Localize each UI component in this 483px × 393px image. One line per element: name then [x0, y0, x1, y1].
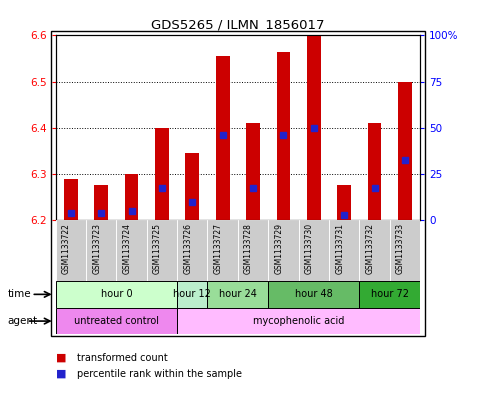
Bar [359, 281, 420, 308]
Bar [56, 220, 86, 281]
Bar [56, 281, 177, 308]
Bar [155, 128, 169, 220]
Text: GSM1133723: GSM1133723 [92, 223, 101, 274]
Text: hour 72: hour 72 [371, 289, 409, 299]
Text: hour 12: hour 12 [173, 289, 211, 299]
Text: GSM1133732: GSM1133732 [366, 223, 375, 274]
Bar [147, 220, 177, 281]
Text: GSM1133728: GSM1133728 [244, 223, 253, 274]
Text: GSM1133724: GSM1133724 [123, 223, 131, 274]
Text: percentile rank within the sample: percentile rank within the sample [77, 369, 242, 379]
Text: GSM1133730: GSM1133730 [305, 223, 314, 274]
Text: GSM1133722: GSM1133722 [62, 223, 71, 274]
Bar [94, 185, 108, 220]
Bar [298, 220, 329, 281]
Bar [116, 220, 147, 281]
Text: ■: ■ [56, 369, 70, 379]
Bar [216, 56, 229, 220]
Bar [359, 220, 390, 281]
Bar [329, 220, 359, 281]
Bar [177, 220, 208, 281]
Bar [268, 220, 298, 281]
Bar [208, 281, 268, 308]
Bar [56, 308, 177, 334]
Text: GSM1133725: GSM1133725 [153, 223, 162, 274]
Bar [398, 81, 412, 220]
Bar [177, 308, 420, 334]
Text: untreated control: untreated control [74, 316, 159, 326]
Bar [125, 174, 138, 220]
Bar [208, 220, 238, 281]
Bar [307, 35, 321, 220]
Text: GSM1133727: GSM1133727 [213, 223, 223, 274]
Text: hour 48: hour 48 [295, 289, 333, 299]
Text: hour 24: hour 24 [219, 289, 257, 299]
Text: GSM1133726: GSM1133726 [183, 223, 192, 274]
Text: agent: agent [7, 316, 37, 326]
Text: transformed count: transformed count [77, 353, 168, 363]
Bar [246, 123, 260, 220]
Text: GSM1133733: GSM1133733 [396, 223, 405, 274]
Bar [238, 220, 268, 281]
Bar [338, 185, 351, 220]
Bar [277, 51, 290, 220]
Text: ■: ■ [56, 353, 70, 363]
Text: hour 0: hour 0 [100, 289, 132, 299]
Bar [64, 178, 78, 220]
Bar [86, 220, 116, 281]
Bar [185, 153, 199, 220]
Text: time: time [7, 289, 31, 299]
Text: GSM1133731: GSM1133731 [335, 223, 344, 274]
Bar [177, 281, 208, 308]
Text: GSM1133729: GSM1133729 [274, 223, 284, 274]
Text: mycophenolic acid: mycophenolic acid [253, 316, 344, 326]
Bar [268, 281, 359, 308]
Bar [368, 123, 382, 220]
Text: GDS5265 / ILMN_1856017: GDS5265 / ILMN_1856017 [151, 18, 325, 31]
Bar [390, 220, 420, 281]
